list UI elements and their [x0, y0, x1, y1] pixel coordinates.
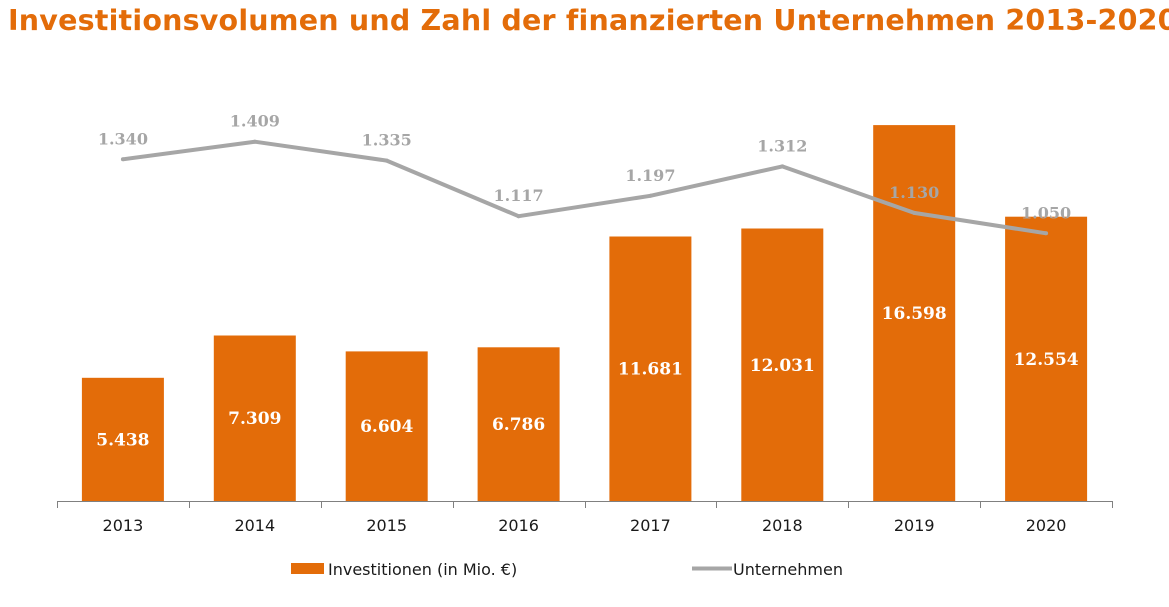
x-tick-label-2016: 2016: [498, 516, 539, 535]
x-tick-label-2018: 2018: [762, 516, 803, 535]
x-tick-label-2020: 2020: [1026, 516, 1067, 535]
legend: Investitionen (in Mio. €) Unternehmen: [291, 560, 843, 579]
legend-label-investitionen: Investitionen (in Mio. €): [328, 560, 517, 579]
bar-value-label-2014: 7.309: [228, 409, 281, 429]
line-point-2015: [384, 158, 389, 163]
bar-2019: [873, 125, 956, 501]
bar-2015: [345, 351, 428, 501]
line-point-2020: [1044, 231, 1049, 236]
line-value-label-2019: 1.130: [889, 183, 939, 202]
bar-value-label-2015: 6.604: [360, 417, 413, 437]
line-value-label-2017: 1.197: [625, 166, 675, 185]
legend-label-unternehmen: Unternehmen: [733, 560, 843, 579]
bar-2014: [213, 335, 296, 501]
bars-layer: 5.438 7.309 6.604 6.786 11.681 12.031 16.598 12…: [81, 125, 1088, 501]
x-tick-label-2017: 2017: [630, 516, 671, 535]
line-value-label-2015: 1.335: [362, 131, 412, 150]
line-point-2013: [120, 157, 125, 162]
x-tick-label-2014: 2014: [234, 516, 275, 535]
line-value-label-2016: 1.117: [494, 186, 544, 205]
bar-value-label-2013: 5.438: [96, 430, 149, 450]
line-value-label-2013: 1.340: [98, 129, 148, 148]
bar-value-label-2016: 6.786: [492, 415, 545, 435]
bar-2020: [1005, 216, 1088, 501]
chart-title: Investitionsvolumen und Zahl der finanzi…: [8, 4, 1169, 37]
line-value-label-2018: 1.312: [757, 136, 807, 155]
line-point-2017: [648, 193, 653, 198]
bar-value-label-2019: 16.598: [882, 304, 947, 324]
line-value-label-2020: 1.050: [1021, 203, 1071, 222]
line-unternehmen: [122, 139, 1047, 236]
x-tick-label-2013: 2013: [103, 516, 144, 535]
x-tick-label-2019: 2019: [894, 516, 935, 535]
x-tick-label-2015: 2015: [366, 516, 407, 535]
bar-value-label-2020: 12.554: [1014, 350, 1079, 370]
bar-2017: [609, 236, 692, 501]
bar-2018: [741, 228, 824, 501]
bar-2016: [477, 347, 560, 501]
bar-value-label-2017: 11.681: [618, 360, 683, 380]
bar-value-label-2018: 12.031: [750, 356, 815, 376]
line-point-2019: [912, 210, 917, 215]
line-point-2014: [252, 139, 257, 144]
x-axis: 2013 2014 2015 2016 2017 2018 2019 2020: [57, 501, 1113, 535]
line-point-2018: [780, 164, 785, 169]
line-layer: 1.340 1.409 1.335 1.117 1.197 1.312 1.130 1.050: [98, 112, 1071, 236]
line-value-label-2014: 1.409: [230, 112, 280, 131]
legend-swatch-investitionen: [291, 563, 324, 574]
bar-2013: [81, 377, 164, 501]
line-point-2016: [516, 214, 521, 219]
